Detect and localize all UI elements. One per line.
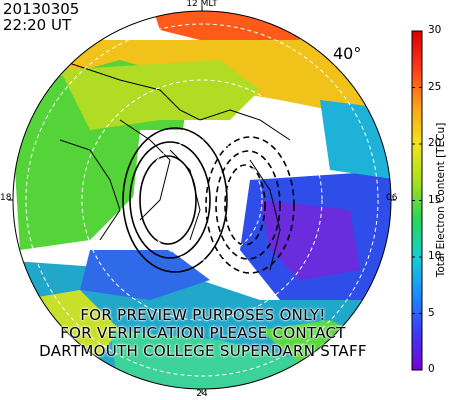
colorbar-tick-label: 15 xyxy=(428,193,442,206)
mlt-tick-marks xyxy=(8,6,396,394)
colorbar-tick-label: 0 xyxy=(428,363,435,375)
potential-contours-dashed xyxy=(205,136,295,274)
latitude-label: 40° xyxy=(333,44,362,63)
watermark-line-1: FOR PREVIEW PURPOSES ONLY! xyxy=(80,306,326,324)
tec-region-right-purple xyxy=(260,200,360,280)
colorbar-tick-label: 5 xyxy=(428,306,435,319)
colorbar-tick-label: 20 xyxy=(428,137,442,149)
mlt-label-left: 18 xyxy=(0,193,12,203)
watermark-line-3: DARTMOUTH COLLEGE SUPERDARN STAFF xyxy=(39,342,367,360)
tec-region-yellowgreen xyxy=(60,60,260,130)
mlt-label-top: 12 MLT xyxy=(186,0,218,9)
colorbar-title: Total Electron Content [TECu] xyxy=(435,122,447,278)
potential-contours-solid xyxy=(122,127,228,273)
mlt-label-right: 06 xyxy=(386,193,398,203)
colorbar-tick-label: 25 xyxy=(428,80,442,93)
colorbar-tick-label: 30 xyxy=(428,24,442,36)
colorbar-tick-label: 10 xyxy=(428,250,442,262)
date-label: 20130305 xyxy=(3,0,80,18)
time-label: 22:20 UT xyxy=(3,16,72,34)
tec-region-bottom-blue xyxy=(80,250,210,300)
mlt-label-bottom: 24 xyxy=(196,389,208,399)
latitude-circles xyxy=(25,23,379,377)
watermark-line-2: FOR VERIFICATION PLEASE CONTACT xyxy=(60,324,346,342)
